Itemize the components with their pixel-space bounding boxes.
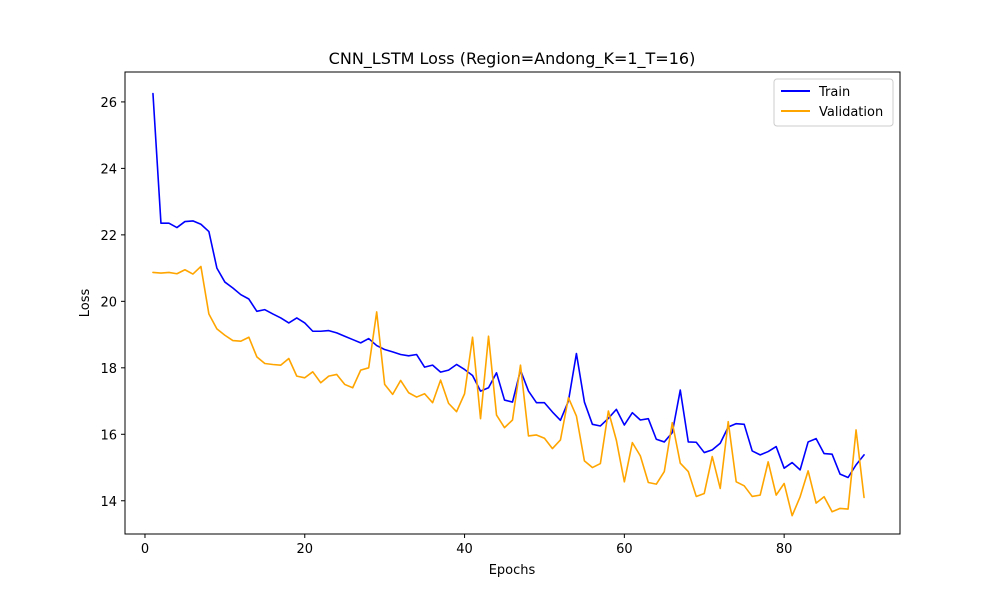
x-tick-label: 60 (616, 542, 633, 557)
y-tick-label: 16 (100, 428, 117, 443)
y-tick-label: 22 (100, 229, 117, 244)
y-tick-label: 14 (100, 495, 117, 510)
y-tick-label: 20 (100, 295, 117, 310)
x-axis-title: Epochs (489, 563, 536, 578)
x-axis: 0 20 40 60 80 (141, 534, 793, 557)
legend: Train Validation (773, 78, 894, 127)
x-tick-label: 20 (296, 542, 313, 557)
y-tick-label: 18 (100, 362, 117, 377)
series-layer (152, 92, 865, 517)
x-tick-label: 80 (776, 542, 793, 557)
series-line-train (152, 92, 865, 479)
legend-label-train: Train (818, 85, 850, 100)
y-tick-label: 26 (100, 96, 117, 111)
y-axis-title: Loss (78, 289, 93, 318)
legend-label-validation: Validation (819, 105, 883, 120)
plot-frame (124, 71, 901, 535)
y-axis: 14 16 18 20 22 24 26 (100, 96, 125, 510)
y-tick-label: 24 (100, 162, 117, 177)
x-tick-label: 40 (456, 542, 473, 557)
x-tick-label: 0 (141, 542, 149, 557)
chart-title: CNN_LSTM Loss (Region=Andong_K=1_T=16) (329, 49, 696, 69)
series-line-validation (152, 265, 865, 517)
